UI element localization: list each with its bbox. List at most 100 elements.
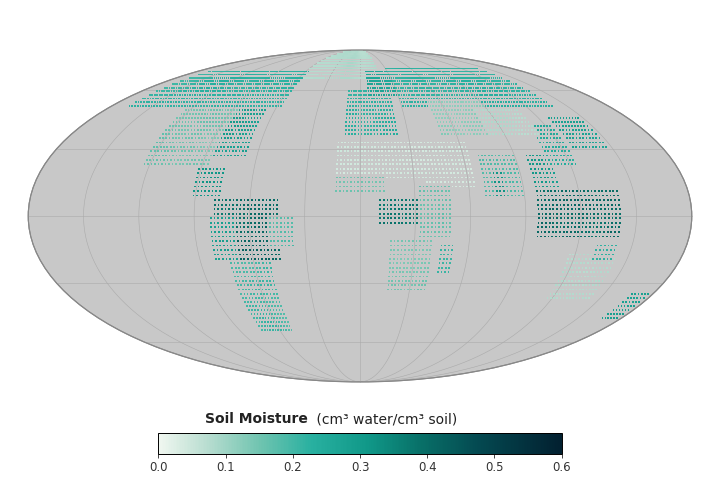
Point [603, 201, 614, 208]
Point [174, 95, 185, 102]
Point [351, 57, 363, 64]
Point [196, 102, 207, 110]
Point [233, 273, 244, 280]
Point [418, 84, 430, 92]
Point [483, 106, 495, 114]
Point [498, 187, 510, 195]
Point [423, 65, 434, 72]
Point [216, 98, 228, 106]
Point [149, 98, 161, 106]
Point [428, 68, 439, 75]
Point [377, 160, 389, 168]
Point [420, 95, 432, 102]
Point [217, 233, 228, 240]
Point [355, 68, 366, 75]
Point [401, 268, 413, 276]
Point [510, 102, 522, 110]
Point [426, 95, 437, 102]
Point [410, 68, 421, 75]
Point [212, 91, 223, 99]
Point [611, 219, 622, 227]
Point [401, 91, 413, 99]
Point [184, 110, 196, 118]
Point [361, 114, 373, 121]
Point [244, 277, 256, 285]
Point [526, 130, 537, 138]
Point [250, 260, 261, 267]
Point [253, 294, 265, 302]
Point [525, 95, 536, 102]
Point [359, 52, 371, 60]
Point [141, 98, 153, 106]
Point [362, 139, 374, 146]
Point [232, 281, 243, 289]
Point [204, 87, 216, 95]
Point [437, 147, 449, 155]
Point [482, 122, 494, 130]
Point [258, 87, 270, 95]
Point [234, 130, 246, 138]
Point [451, 183, 462, 191]
Point [394, 74, 405, 82]
Point [426, 143, 438, 151]
Point [373, 152, 384, 159]
Point [148, 95, 159, 102]
Point [582, 273, 594, 280]
Point [354, 47, 365, 54]
Point [346, 126, 358, 134]
Point [381, 122, 392, 130]
Point [606, 224, 618, 231]
Point [419, 102, 431, 110]
Point [388, 174, 400, 181]
Point [221, 130, 233, 138]
Point [446, 65, 458, 72]
Point [297, 68, 309, 75]
Point [557, 156, 569, 164]
Point [386, 74, 397, 82]
Point [350, 48, 361, 56]
Point [343, 57, 355, 64]
Point [479, 178, 490, 186]
Point [544, 178, 555, 186]
Point [177, 160, 189, 168]
Point [330, 54, 342, 62]
Point [433, 87, 445, 95]
Point [473, 95, 485, 102]
Point [436, 241, 447, 249]
Point [248, 110, 260, 118]
Point [210, 134, 221, 142]
Point [400, 196, 412, 204]
Point [423, 87, 435, 95]
Point [438, 71, 449, 78]
Point [185, 87, 197, 95]
Point [562, 215, 574, 222]
Point [222, 77, 234, 85]
Point [135, 102, 146, 110]
Point [344, 52, 356, 60]
Point [186, 118, 197, 126]
Point [344, 110, 356, 118]
Point [459, 91, 470, 99]
Point [425, 74, 436, 82]
Point [266, 273, 278, 280]
Point [231, 114, 243, 121]
Point [251, 264, 263, 272]
Point [207, 71, 218, 78]
Point [274, 84, 285, 92]
Point [146, 160, 158, 168]
Point [451, 68, 463, 75]
Point [400, 201, 412, 208]
Point [544, 102, 555, 110]
Point [551, 178, 562, 186]
Point [545, 290, 557, 298]
Point [350, 118, 361, 126]
Point [330, 65, 341, 72]
Point [564, 281, 575, 289]
Point [192, 114, 204, 121]
Point [592, 219, 603, 227]
Point [266, 294, 278, 302]
Point [610, 241, 621, 249]
Point [184, 114, 195, 121]
Point [414, 87, 426, 95]
Point [238, 215, 250, 222]
